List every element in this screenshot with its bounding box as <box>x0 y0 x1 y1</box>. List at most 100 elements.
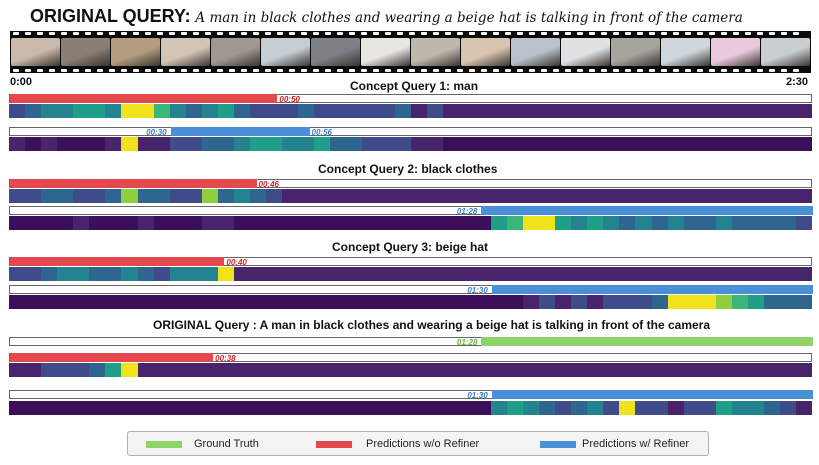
film-perforation <box>277 32 283 35</box>
film-perforation <box>445 32 451 35</box>
video-frame-thumbnail <box>261 38 310 66</box>
heatmap-cell <box>137 137 154 151</box>
film-perforation <box>649 69 655 72</box>
heatmap-cell <box>796 137 813 151</box>
heatmap-cell <box>442 104 459 118</box>
film-perforation <box>289 69 295 72</box>
heatmap-cell <box>73 216 90 230</box>
heatmap-cell <box>330 363 347 377</box>
heatmap-cell <box>683 363 700 377</box>
legend-ground-truth-swatch <box>146 441 182 448</box>
heatmap-cell <box>780 216 797 230</box>
heatmap-cell <box>282 295 299 309</box>
heatmap-cell <box>266 216 283 230</box>
film-perforation <box>733 69 739 72</box>
film-perforation <box>601 32 607 35</box>
heatmap-cell <box>747 189 764 203</box>
heatmap-cell <box>25 104 42 118</box>
heatmap-cell <box>410 104 427 118</box>
heatmap-cell <box>169 189 186 203</box>
similarity-heatmap <box>9 189 813 203</box>
heatmap-cell <box>603 295 620 309</box>
heatmap-cell <box>506 189 523 203</box>
film-perforation <box>277 69 283 72</box>
film-perforation <box>313 69 319 72</box>
film-perforation <box>529 69 535 72</box>
legend-pred-no-refiner-label: Predictions w/o Refiner <box>366 438 480 450</box>
title-query: A man in black clothes and wearing a bei… <box>195 10 743 26</box>
heatmap-cell <box>233 295 250 309</box>
pred-no-refiner-bar: 00:50 <box>9 94 812 104</box>
heatmap-cell <box>249 267 266 281</box>
heatmap-cell <box>603 137 620 151</box>
heatmap-cell <box>282 189 299 203</box>
heatmap-cell <box>426 295 443 309</box>
heatmap-cell <box>683 189 700 203</box>
heatmap-cell <box>763 137 780 151</box>
heatmap-cell <box>780 363 797 377</box>
heatmap-cell <box>57 363 74 377</box>
heatmap-cell <box>217 216 234 230</box>
heatmap-cell <box>539 267 556 281</box>
film-perforation <box>769 32 775 35</box>
heatmap-cell <box>249 295 266 309</box>
heatmap-cell <box>153 216 170 230</box>
film-perforation <box>589 69 595 72</box>
video-frame-thumbnail <box>561 38 610 66</box>
heatmap-cell <box>89 267 106 281</box>
heatmap-cell <box>233 267 250 281</box>
film-perforation <box>673 69 679 72</box>
heatmap-cell <box>201 295 218 309</box>
heatmap-cell <box>169 267 186 281</box>
heatmap-cell <box>233 189 250 203</box>
film-perforation <box>697 32 703 35</box>
heatmap-cell <box>249 401 266 415</box>
concept-query-title: Concept Query 1: man <box>350 79 479 93</box>
heatmap-cell <box>410 267 427 281</box>
heatmap-cell <box>249 363 266 377</box>
heatmap-cell <box>298 137 315 151</box>
film-perforation <box>301 32 307 35</box>
film-perforation <box>565 32 571 35</box>
heatmap-cell <box>314 137 331 151</box>
heatmap-cell <box>506 363 523 377</box>
heatmap-cell <box>747 295 764 309</box>
film-perforation <box>37 69 43 72</box>
heatmap-cell <box>763 267 780 281</box>
heatmap-cell <box>474 363 491 377</box>
heatmap-cell <box>571 363 588 377</box>
heatmap-cell <box>105 137 122 151</box>
heatmap-cell <box>731 216 748 230</box>
heatmap-cell <box>330 216 347 230</box>
heatmap-cell <box>233 401 250 415</box>
heatmap-cell <box>9 137 26 151</box>
heatmap-cell <box>796 267 813 281</box>
heatmap-cell <box>426 137 443 151</box>
heatmap-cell <box>137 104 154 118</box>
similarity-heatmap <box>9 267 813 281</box>
heatmap-cell <box>731 295 748 309</box>
interval-segment <box>491 390 813 399</box>
heatmap-cell <box>233 216 250 230</box>
heatmap-cell <box>603 401 620 415</box>
heatmap-cell <box>298 295 315 309</box>
heatmap-cell <box>25 137 42 151</box>
heatmap-cell <box>619 267 636 281</box>
film-perforation <box>793 69 799 72</box>
film-perforation <box>85 69 91 72</box>
heatmap-cell <box>298 189 315 203</box>
heatmap-cell <box>362 189 379 203</box>
pred-no-refiner-bar: 00:40 <box>9 257 812 267</box>
heatmap-cell <box>651 137 668 151</box>
film-perforation <box>133 69 139 72</box>
heatmap-cell <box>394 137 411 151</box>
heatmap-cell <box>506 295 523 309</box>
film-perforation <box>337 32 343 35</box>
heatmap-cell <box>137 363 154 377</box>
film-perforation <box>553 32 559 35</box>
heatmap-cell <box>121 401 138 415</box>
timestamp-label: 00:56 <box>311 128 332 137</box>
heatmap-cell <box>25 267 42 281</box>
heatmap-cell <box>378 401 395 415</box>
film-perforation <box>25 32 31 35</box>
